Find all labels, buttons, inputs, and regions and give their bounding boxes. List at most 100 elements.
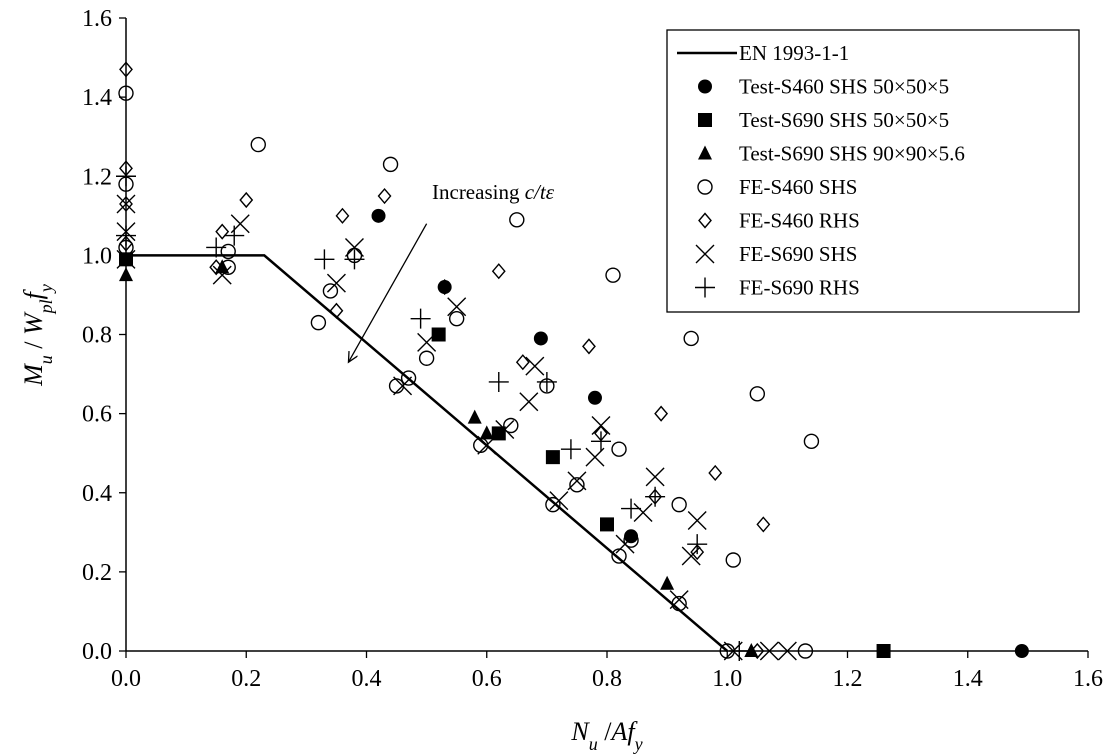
data-point bbox=[118, 85, 134, 101]
data-point bbox=[119, 235, 133, 252]
y-tick-label: 0.4 bbox=[82, 481, 112, 507]
y-axis-title-part: W bbox=[19, 311, 48, 335]
series-5 bbox=[119, 61, 771, 660]
data-point bbox=[545, 496, 561, 513]
y-axis-title-part: y bbox=[36, 284, 56, 294]
data-point bbox=[525, 356, 545, 376]
data-point bbox=[600, 517, 614, 532]
data-point bbox=[591, 415, 611, 435]
data-point bbox=[803, 433, 820, 450]
data-point bbox=[615, 534, 635, 554]
data-point bbox=[344, 237, 364, 257]
legend-box bbox=[666, 29, 1080, 313]
x-axis-title-part: / bbox=[598, 717, 613, 746]
data-point bbox=[545, 450, 560, 465]
data-point bbox=[645, 486, 666, 507]
legend-symbol bbox=[698, 113, 712, 127]
data-point bbox=[515, 354, 530, 371]
data-point bbox=[344, 249, 365, 270]
x-tick-label: 0.8 bbox=[592, 666, 622, 692]
data-point bbox=[876, 644, 891, 658]
data-point bbox=[797, 643, 814, 659]
y-tick-label: 0.2 bbox=[82, 560, 112, 586]
data-point bbox=[477, 435, 497, 455]
data-point bbox=[479, 425, 494, 440]
data-point bbox=[549, 491, 569, 511]
y-axis-title: Mu / Wplfy bbox=[19, 284, 56, 387]
data-point bbox=[605, 267, 621, 283]
data-point bbox=[729, 641, 750, 661]
data-point bbox=[212, 265, 232, 285]
y-axis-title-part: pl bbox=[36, 299, 56, 315]
y-tick-label: 0.6 bbox=[82, 402, 112, 428]
data-point bbox=[119, 267, 133, 282]
data-point bbox=[533, 331, 548, 346]
data-point bbox=[335, 207, 350, 224]
x-axis-title-part: y bbox=[633, 734, 643, 754]
data-point bbox=[437, 278, 452, 296]
data-point bbox=[536, 371, 557, 392]
data-point bbox=[777, 641, 797, 661]
data-point bbox=[116, 166, 136, 187]
y-tick-label: 1.2 bbox=[82, 164, 112, 190]
data-point bbox=[491, 263, 506, 280]
data-point bbox=[116, 225, 136, 246]
data-point bbox=[326, 273, 346, 293]
legend-entry: Test-S460 SHS 50×50×5 bbox=[698, 75, 949, 99]
data-point bbox=[220, 259, 236, 275]
data-point bbox=[488, 371, 509, 392]
y-axis-title-part: M bbox=[19, 363, 48, 387]
y-tick-label: 1.0 bbox=[82, 243, 112, 269]
data-point bbox=[418, 350, 435, 366]
data-point bbox=[611, 548, 627, 564]
data-point bbox=[624, 529, 639, 544]
data-point bbox=[417, 332, 437, 352]
data-point bbox=[687, 510, 707, 530]
data-point bbox=[1014, 644, 1029, 658]
data-point bbox=[690, 544, 705, 561]
data-point bbox=[645, 467, 665, 487]
legend-label: FE-S460 RHS bbox=[739, 209, 860, 233]
legend-symbol bbox=[695, 244, 715, 264]
data-point bbox=[495, 419, 515, 439]
data-point bbox=[314, 249, 335, 270]
annotation-text: Increasing c/tε bbox=[432, 180, 555, 204]
legend-label: FE-S690 RHS bbox=[739, 276, 860, 300]
data-point bbox=[388, 378, 405, 394]
data-point bbox=[687, 534, 708, 555]
data-point bbox=[206, 237, 227, 258]
x-tick-label: 1.2 bbox=[833, 666, 863, 692]
data-point bbox=[611, 441, 627, 457]
data-point bbox=[725, 552, 741, 568]
legend-entry: FE-S690 RHS bbox=[695, 276, 860, 300]
y-axis-title-part: / bbox=[19, 335, 48, 355]
data-point bbox=[239, 191, 254, 209]
data-point bbox=[119, 195, 133, 213]
legend-entry: FE-S690 SHS bbox=[695, 242, 857, 266]
x-tick-label: 1.6 bbox=[1073, 666, 1103, 692]
data-point bbox=[509, 212, 525, 228]
x-tick-label: 0.4 bbox=[352, 666, 382, 692]
y-tick-label: 1.4 bbox=[82, 85, 112, 111]
legend-label: EN 1993-1-1 bbox=[739, 41, 849, 65]
y-axis-title-part: u bbox=[36, 355, 56, 364]
data-point bbox=[669, 590, 689, 610]
data-point bbox=[683, 330, 699, 347]
data-point bbox=[519, 392, 539, 412]
data-point bbox=[569, 477, 585, 493]
annotation: Increasing c/tε bbox=[348, 180, 555, 362]
legend-label: Test-S690 SHS 90×90×5.6 bbox=[739, 142, 965, 166]
legend-entry: Test-S690 SHS 50×50×5 bbox=[698, 108, 949, 132]
legend-label: Test-S460 SHS 50×50×5 bbox=[739, 75, 949, 99]
series-2 bbox=[119, 252, 891, 658]
data-point bbox=[587, 390, 602, 405]
data-point bbox=[749, 386, 766, 402]
data-point bbox=[750, 642, 765, 660]
legend-entry: EN 1993-1-1 bbox=[677, 41, 849, 65]
legend-entry: FE-S460 RHS bbox=[698, 209, 860, 233]
data-point bbox=[633, 503, 653, 523]
data-point bbox=[431, 327, 446, 342]
data-point bbox=[582, 338, 596, 355]
x-tick-label: 1.4 bbox=[953, 666, 983, 692]
